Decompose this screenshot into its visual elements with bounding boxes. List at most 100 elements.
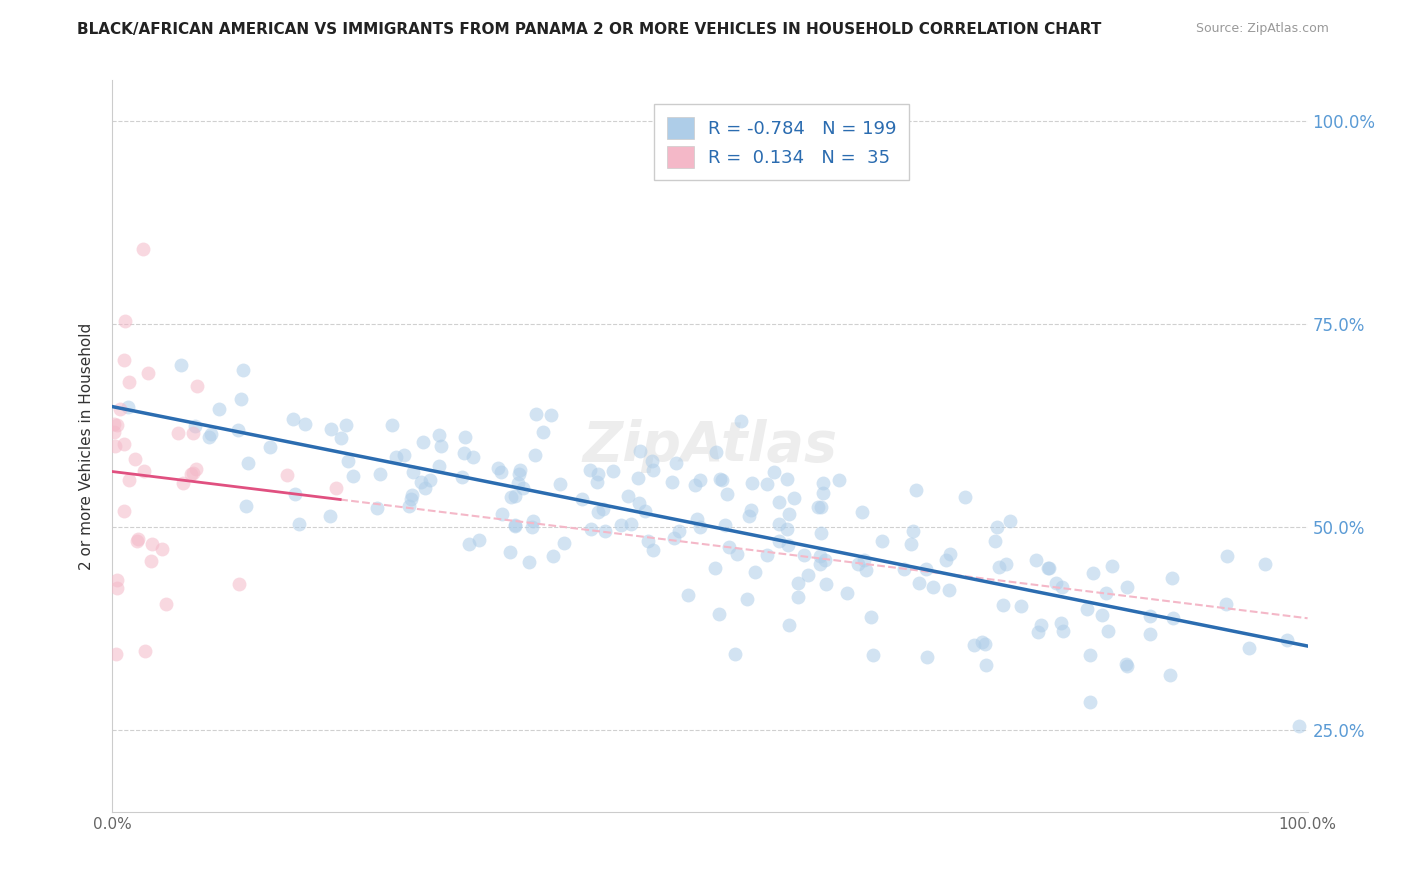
Point	[704, 561, 727, 575]
Point	[853, 553, 876, 567]
Point	[392, 448, 415, 462]
Point	[553, 536, 575, 550]
Point	[637, 533, 659, 548]
Point	[689, 474, 711, 488]
Point	[402, 465, 425, 479]
Point	[134, 644, 156, 658]
Point	[998, 514, 1021, 528]
Point	[105, 418, 128, 433]
Point	[814, 577, 837, 591]
Point	[730, 414, 752, 428]
Point	[991, 598, 1014, 612]
Point	[499, 545, 522, 559]
Point	[686, 512, 709, 526]
Point	[718, 540, 741, 554]
Point	[661, 475, 683, 489]
Point	[778, 508, 800, 522]
Y-axis label: 2 or more Vehicles in Household: 2 or more Vehicles in Household	[79, 322, 94, 570]
Point	[811, 475, 834, 490]
Point	[336, 454, 359, 468]
Point	[512, 481, 534, 495]
Point	[1025, 553, 1047, 567]
Point	[368, 467, 391, 482]
Point	[870, 534, 893, 549]
Point	[756, 477, 779, 491]
Point	[228, 577, 250, 591]
Point	[738, 508, 761, 523]
Point	[787, 576, 810, 591]
Point	[685, 478, 707, 492]
Point	[707, 607, 730, 621]
Point	[458, 536, 481, 550]
Point	[1237, 640, 1260, 655]
Point	[810, 525, 832, 540]
Point	[1052, 624, 1074, 638]
Point	[778, 617, 800, 632]
Point	[1029, 618, 1052, 632]
Point	[412, 435, 434, 450]
Point	[602, 464, 624, 478]
Point	[860, 610, 883, 624]
Point	[451, 470, 474, 484]
Point	[776, 472, 799, 486]
Point	[486, 461, 509, 475]
Point	[714, 518, 737, 533]
Point	[319, 422, 342, 436]
Point	[1115, 657, 1137, 671]
Point	[1045, 575, 1067, 590]
Point	[506, 476, 529, 491]
Point	[288, 516, 311, 531]
Point	[413, 481, 436, 495]
Point	[755, 548, 778, 562]
Point	[401, 488, 423, 502]
Point	[586, 467, 609, 481]
Point	[1091, 607, 1114, 622]
Point	[117, 401, 139, 415]
Point	[1139, 627, 1161, 641]
Point	[610, 518, 633, 533]
Point	[808, 549, 831, 563]
Point	[807, 500, 830, 515]
Point	[987, 559, 1010, 574]
Point	[104, 439, 127, 453]
Point	[381, 418, 404, 433]
Point	[524, 407, 547, 421]
Point	[1101, 559, 1123, 574]
Point	[509, 463, 531, 477]
Point	[579, 522, 602, 536]
Point	[901, 524, 924, 538]
Point	[862, 648, 884, 663]
Point	[118, 473, 141, 487]
Point	[778, 538, 800, 552]
Point	[935, 552, 957, 566]
Point	[783, 491, 806, 505]
Point	[846, 557, 869, 571]
Point	[200, 426, 222, 441]
Point	[335, 417, 357, 432]
Point	[617, 490, 640, 504]
Point	[103, 425, 125, 439]
Point	[914, 562, 936, 576]
Point	[938, 582, 960, 597]
Point	[235, 500, 257, 514]
Text: BLACK/AFRICAN AMERICAN VS IMMIGRANTS FROM PANAMA 2 OR MORE VEHICLES IN HOUSEHOLD: BLACK/AFRICAN AMERICAN VS IMMIGRANTS FRO…	[77, 22, 1102, 37]
Point	[366, 500, 388, 515]
Point	[1116, 658, 1139, 673]
Point	[170, 359, 193, 373]
Point	[103, 417, 125, 431]
Point	[259, 440, 281, 454]
Point	[814, 552, 837, 566]
Point	[418, 473, 440, 487]
Point	[132, 243, 155, 257]
Point	[319, 508, 342, 523]
Point	[294, 417, 316, 431]
Point	[124, 451, 146, 466]
Point	[342, 469, 364, 483]
Point	[236, 456, 259, 470]
Point	[522, 514, 544, 528]
Point	[641, 463, 664, 477]
Point	[592, 501, 614, 516]
Point	[787, 591, 810, 605]
Point	[181, 425, 204, 440]
Point	[811, 486, 834, 500]
